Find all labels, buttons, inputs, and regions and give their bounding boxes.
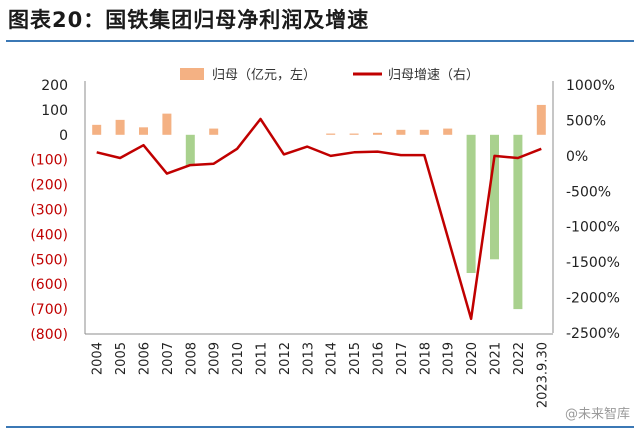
right-axis-tick-label: 0% xyxy=(566,149,588,165)
x-axis-tick-label: 2013 xyxy=(301,342,316,375)
right-axis-tick-label: -1000% xyxy=(566,220,620,236)
chart-legend: 归母（亿元，左） 归母增速（右） xyxy=(180,68,479,83)
bar-2009 xyxy=(209,128,219,135)
left-axis-tick-label: (400) xyxy=(30,227,68,243)
right-axis-tick-label: -500% xyxy=(566,184,611,200)
x-axis-tick-label: 2014 xyxy=(325,342,340,375)
bar-2017 xyxy=(396,129,406,135)
bottom-divider xyxy=(6,426,634,428)
left-axis-tick-label: (300) xyxy=(30,203,68,219)
x-axis-tick-label: 2017 xyxy=(395,342,410,375)
x-axis-tick-label: 2005 xyxy=(114,342,129,375)
x-axis-tick-label: 2021 xyxy=(489,342,504,375)
bar-2005 xyxy=(115,119,125,135)
bar-series xyxy=(92,104,546,310)
x-axis-tick-label: 2023.9.30 xyxy=(535,342,550,408)
bar-2018 xyxy=(419,129,429,135)
bar-2007 xyxy=(162,113,172,135)
bar-2006 xyxy=(139,127,148,135)
left-axis-tick-label: (100) xyxy=(30,153,68,169)
x-axis-tick-label: 2012 xyxy=(278,342,293,375)
x-axis-tick-label: 2015 xyxy=(348,342,363,375)
x-axis-tick-label: 2007 xyxy=(161,342,176,375)
bar-2023.9.30 xyxy=(536,104,546,135)
left-axis-tick-label: (800) xyxy=(30,327,68,343)
x-axis-tick-label: 2004 xyxy=(91,342,106,375)
bar-2008 xyxy=(185,134,195,166)
bar-2021 xyxy=(490,134,499,260)
x-axis-tick-label: 2020 xyxy=(465,342,480,375)
x-axis-tick-label: 2019 xyxy=(442,342,457,375)
x-axis-tick-label: 2016 xyxy=(372,342,387,375)
x-axis-tick-label: 2006 xyxy=(138,342,153,375)
bar-2015 xyxy=(349,133,359,135)
left-axis-tick-label: (600) xyxy=(30,277,68,293)
left-axis: 200 100 0 (100) (200) (300) (400) (500) (600) (70… xyxy=(30,78,86,343)
right-axis-tick-label: 500% xyxy=(566,113,606,129)
bar-2019 xyxy=(443,128,453,135)
x-axis-tick-label: 2022 xyxy=(512,342,527,375)
x-axis-tick-label: 2008 xyxy=(184,342,199,375)
legend-bar-swatch xyxy=(180,68,204,80)
x-axis: 2004 2005 2006 2007 2008 2009 2010 2011 2012 2013… xyxy=(85,333,553,408)
line-series xyxy=(96,117,542,321)
x-axis-tick-label: 2018 xyxy=(418,342,433,375)
left-axis-tick-label: (200) xyxy=(30,178,68,194)
legend-bar-label: 归母（亿元，左） xyxy=(212,68,316,83)
chart-title: 图表20：国铁集团归母净利润及增速 xyxy=(8,8,370,32)
x-axis-tick-label: 2009 xyxy=(208,342,223,375)
bar-2004 xyxy=(92,124,102,135)
legend-line-label: 归母增速（右） xyxy=(388,68,479,83)
bar-2014 xyxy=(326,133,336,135)
right-axis-tick-label: -2000% xyxy=(566,291,620,307)
left-axis-tick-label: 100 xyxy=(41,103,68,119)
growth-line xyxy=(96,117,542,321)
bar-2022 xyxy=(513,134,523,310)
right-axis: 1000% 500% 0% -500% -1000% -1500% -2000% -2500% xyxy=(552,78,620,342)
title-divider xyxy=(6,40,634,42)
left-axis-tick-label: 0 xyxy=(59,128,68,144)
bar-2016 xyxy=(373,132,382,135)
bar-2020 xyxy=(466,134,476,273)
left-axis-tick-label: 200 xyxy=(41,78,68,94)
x-axis-tick-label: 2011 xyxy=(255,342,270,375)
left-axis-tick-label: (500) xyxy=(30,252,68,268)
right-axis-tick-label: 1000% xyxy=(566,78,615,94)
x-axis-tick-label: 2010 xyxy=(231,342,246,375)
left-axis-tick-label: (700) xyxy=(30,302,68,318)
right-axis-tick-label: -1500% xyxy=(566,255,620,271)
right-axis-tick-label: -2500% xyxy=(566,326,620,342)
watermark: @未来智库 xyxy=(564,407,630,422)
